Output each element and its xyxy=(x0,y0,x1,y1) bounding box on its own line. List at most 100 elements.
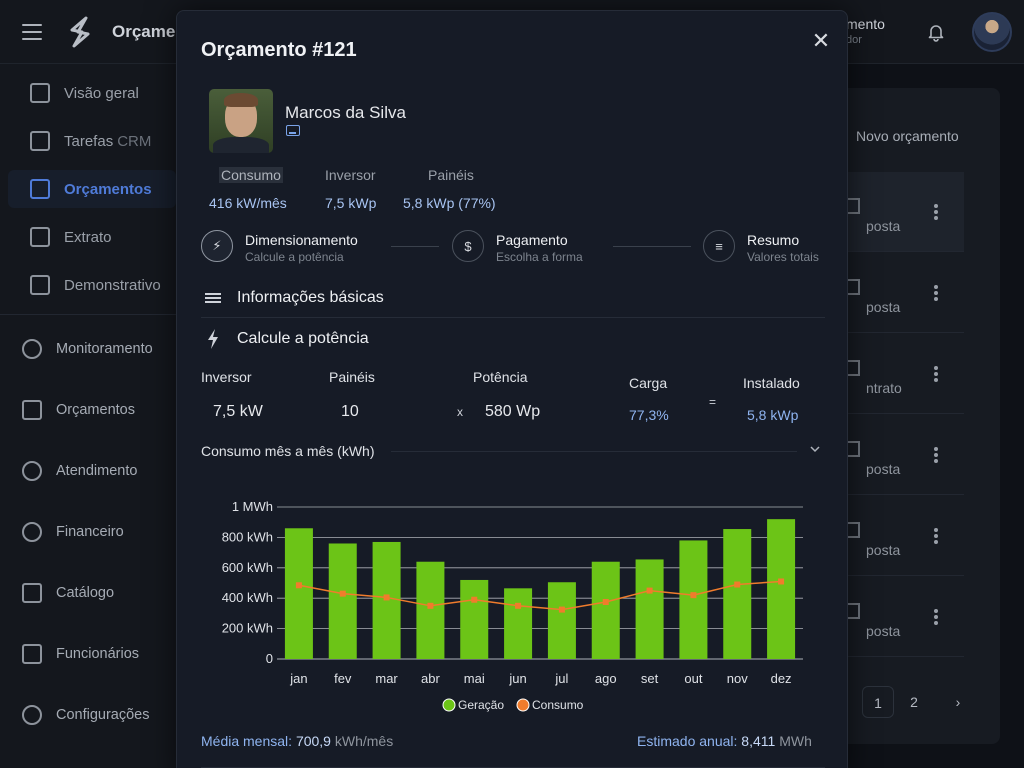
legend-geracao-swatch xyxy=(442,698,456,712)
step-connector xyxy=(391,246,439,247)
sidebar-group-monitoramento[interactable]: Monitoramento xyxy=(8,330,176,368)
x-tick-label: mar xyxy=(375,671,398,686)
sidebar-group-orcamentos[interactable]: Orçamentos xyxy=(8,391,176,429)
document-icon xyxy=(848,441,860,457)
x-tick-label: jan xyxy=(289,671,307,686)
step-pagamento-title[interactable]: Pagamento xyxy=(496,232,568,248)
client-name: Marcos da Silva xyxy=(285,103,406,122)
sidebar-item-demonstrativo[interactable]: Demonstrativo xyxy=(8,266,176,304)
stepper: ⚡ Dimensionamento Calcule a potência $ P… xyxy=(201,229,825,265)
point-consumo xyxy=(339,590,346,597)
y-tick-label: 0 xyxy=(266,651,273,666)
sidebar-item-orcamentos[interactable]: Orçamentos xyxy=(8,170,176,208)
bolt-icon[interactable]: ⚡ xyxy=(201,230,233,262)
list-item[interactable]: posta xyxy=(848,577,964,657)
calc-paineis-value[interactable]: 10 xyxy=(341,403,359,420)
list-item[interactable]: posta xyxy=(848,415,964,495)
calc-inversor-label: Inversor xyxy=(201,369,252,385)
sidebar-group-configuracoes[interactable]: Configurações xyxy=(8,696,176,734)
bar-geracao xyxy=(723,529,752,659)
document-icon xyxy=(848,522,860,538)
x-tick-label: fev xyxy=(334,671,352,686)
step-pagamento-sub: Escolha a forma xyxy=(496,250,583,264)
sidebar-group-catalogo[interactable]: Catálogo xyxy=(8,574,176,612)
sidebar-group-atendimento[interactable]: Atendimento xyxy=(8,452,176,490)
row-menu-icon[interactable] xyxy=(934,366,938,382)
new-budget-button[interactable]: Novo orçamento xyxy=(856,128,959,144)
bar-geracao xyxy=(591,561,620,659)
list-item[interactable]: posta xyxy=(848,496,964,576)
sidebar-item-visao-geral[interactable]: Visão geral xyxy=(8,74,176,112)
legend-consumo-label: Consumo xyxy=(532,698,584,712)
page-button-2[interactable]: 2 xyxy=(910,694,918,710)
bar-geracao xyxy=(328,543,357,659)
sidebar-item-extrato[interactable]: Extrato xyxy=(8,218,176,256)
step-dimensionamento-title[interactable]: Dimensionamento xyxy=(245,232,358,248)
x-tick-label: dez xyxy=(771,671,792,686)
row-menu-icon[interactable] xyxy=(934,447,938,463)
annual-estimate: Estimado anual: 8,411 MWh xyxy=(637,733,812,749)
row-menu-icon[interactable] xyxy=(934,609,938,625)
bar-geracao xyxy=(635,559,664,659)
document-icon xyxy=(848,603,860,619)
row-menu-icon[interactable] xyxy=(934,204,938,220)
list-item[interactable]: posta xyxy=(848,253,964,333)
point-consumo xyxy=(690,592,697,599)
bell-icon[interactable] xyxy=(926,22,946,42)
close-icon[interactable]: ✕ xyxy=(811,28,831,53)
bar-geracao xyxy=(460,579,489,659)
y-tick-label: 1 MWh xyxy=(232,499,273,514)
point-consumo xyxy=(295,582,302,589)
monitor-icon xyxy=(22,339,42,359)
list-item[interactable]: ntrato xyxy=(848,334,964,414)
bar-geracao xyxy=(679,540,708,659)
section-power[interactable]: Calcule a potência xyxy=(201,326,825,354)
calc-paineis-label: Painéis xyxy=(329,369,375,385)
section-power-title: Calcule a potência xyxy=(237,330,369,347)
x-tick-label: jun xyxy=(508,671,526,686)
badge-icon xyxy=(22,644,42,664)
page-button-1[interactable]: 1 xyxy=(862,686,894,718)
y-tick-label: 800 kWh xyxy=(222,529,273,544)
x-tick-label: out xyxy=(684,671,702,686)
point-consumo xyxy=(558,606,565,613)
sidebar-group-funcionarios[interactable]: Funcionários xyxy=(8,635,176,673)
calc-instalado-value: 5,8 kWp xyxy=(747,407,799,423)
row-menu-icon[interactable] xyxy=(934,528,938,544)
calculator-icon xyxy=(30,179,50,199)
calc-inversor-value[interactable]: 7,5 kW xyxy=(213,403,263,420)
x-tick-label: mai xyxy=(464,671,485,686)
calc-carga-value: 77,3% xyxy=(629,407,669,423)
y-tick-label: 200 kWh xyxy=(222,621,273,636)
sidebar-item-tarefas[interactable]: Tarefas CRM xyxy=(8,122,176,160)
list-icon[interactable]: ≡ xyxy=(703,230,735,262)
stat-inversor-value: 7,5 kWp xyxy=(325,195,377,211)
dollar-icon[interactable]: $ xyxy=(452,230,484,262)
point-consumo xyxy=(427,602,434,609)
chevron-down-icon[interactable] xyxy=(809,443,821,455)
x-tick-label: abr xyxy=(421,671,440,686)
gear-icon xyxy=(22,705,42,725)
section-basic-info[interactable]: Informações básicas xyxy=(201,285,825,313)
stat-paineis-label: Painéis xyxy=(428,167,474,183)
client-photo xyxy=(209,89,273,153)
sidebar-group-financeiro[interactable]: Financeiro xyxy=(8,513,176,551)
step-resumo-title[interactable]: Resumo xyxy=(747,232,800,248)
times-sign: x xyxy=(457,405,463,419)
accordion-divider xyxy=(391,451,797,452)
section-divider xyxy=(201,317,825,318)
user-name: mento xyxy=(846,16,885,32)
user-avatar[interactable] xyxy=(972,12,1012,52)
next-page-chevron-icon[interactable]: › xyxy=(955,694,961,710)
stat-paineis-value: 5,8 kWp (77%) xyxy=(403,195,496,211)
menu-icon[interactable] xyxy=(22,24,42,40)
calc-potencia-value[interactable]: 580 Wp xyxy=(485,403,541,420)
kanban-icon xyxy=(30,131,50,151)
row-menu-icon[interactable] xyxy=(934,285,938,301)
report-icon xyxy=(30,275,50,295)
list-item[interactable]: posta xyxy=(848,172,964,252)
point-consumo xyxy=(383,594,390,601)
step-resumo-sub: Valores totais xyxy=(747,250,819,264)
monthly-consumption-accordion[interactable]: Consumo mês a mês (kWh) xyxy=(201,443,375,459)
monitor-icon[interactable] xyxy=(286,125,300,136)
